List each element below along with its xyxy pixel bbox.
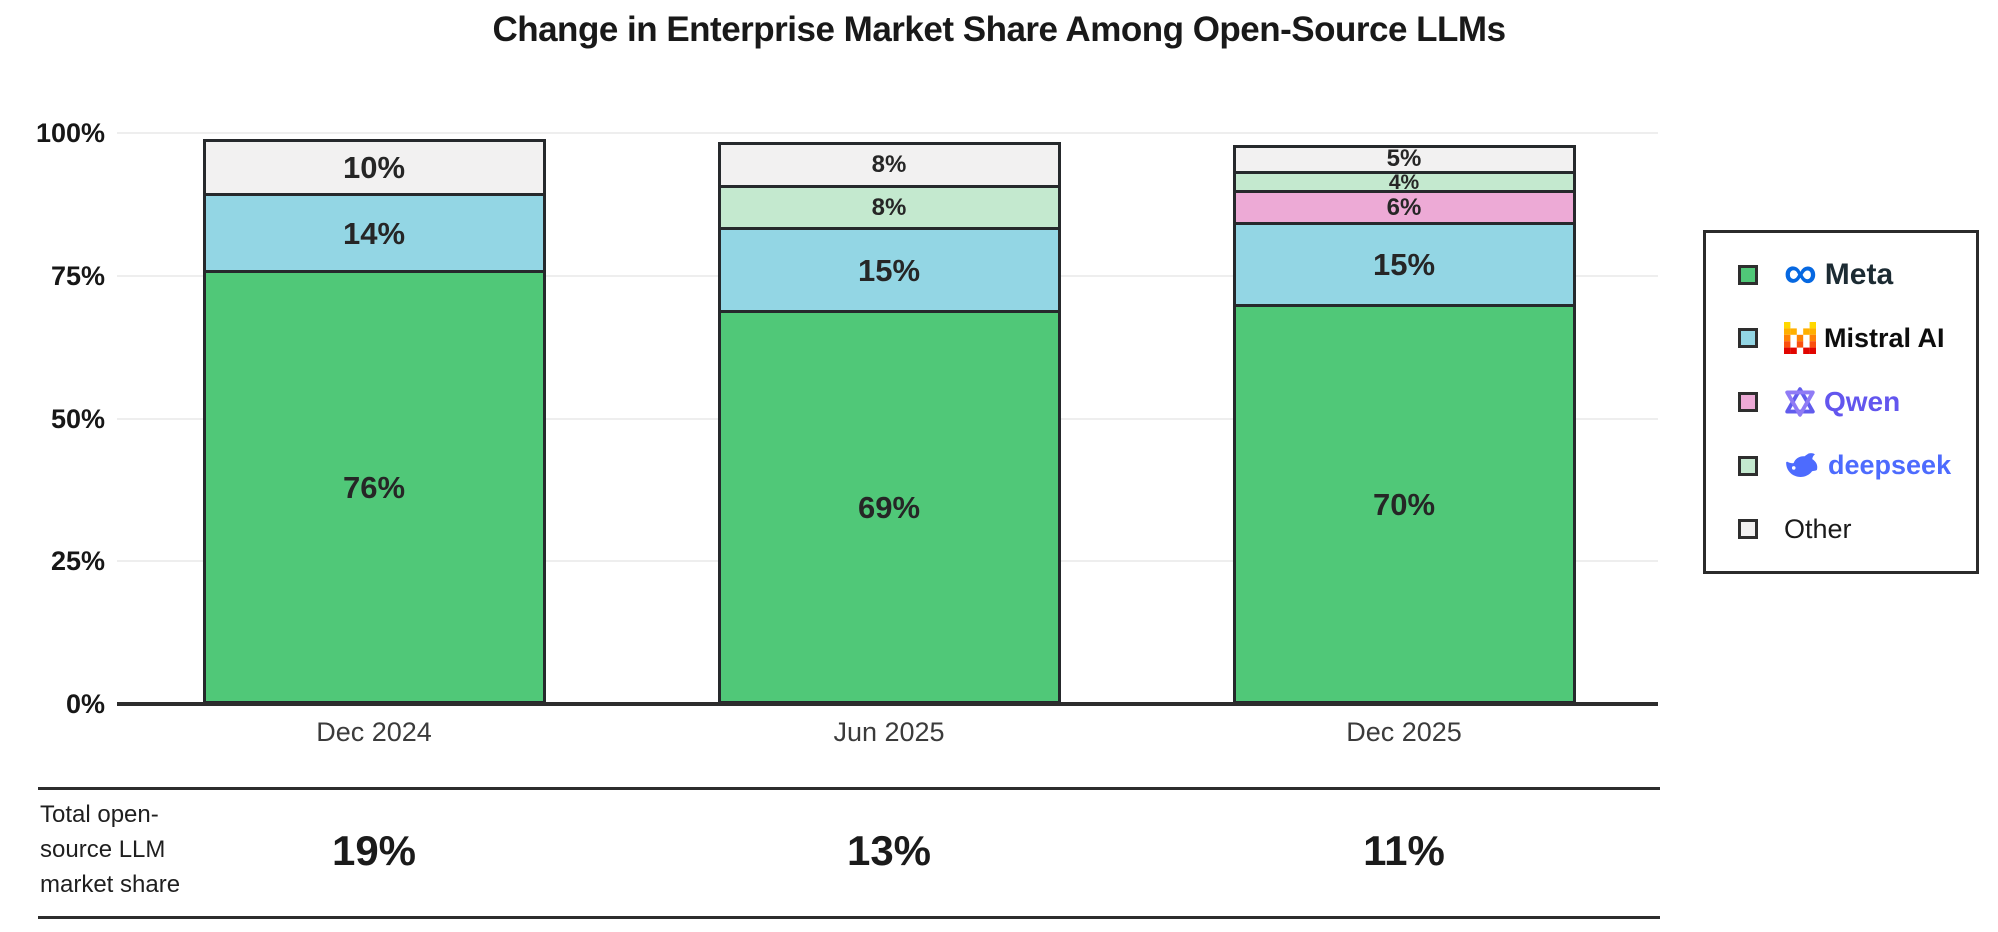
legend-swatch-other — [1738, 519, 1758, 540]
segment-meta-jun-2025: 69% — [717, 310, 1061, 704]
segment-meta-dec-2025: 70% — [1232, 304, 1576, 704]
legend-item-deepseek: deepseek — [1738, 434, 1976, 498]
segment-other-jun-2025: 8% — [717, 142, 1061, 188]
total-value-dec-2025: 11% — [1363, 827, 1445, 874]
y-tick-label-75: 75% — [50, 260, 105, 291]
x-axis-line — [117, 702, 1658, 706]
segment-meta-dec-2024: 76% — [202, 270, 546, 704]
legend-swatch-deepseek — [1738, 455, 1758, 476]
totals-divider-bottom — [38, 916, 1660, 919]
segment-other-dec-2025: 5% — [1232, 145, 1576, 174]
deepseek-whale-icon — [1784, 452, 1820, 480]
legend-label-qwen: Qwen — [1824, 386, 1901, 417]
bar-dec-2025: 5% 4% 6% 15% 70% — [1232, 145, 1576, 704]
y-tick-label-0: 0% — [65, 689, 105, 719]
qwen-knot-icon — [1784, 386, 1816, 418]
meta-infinity-icon: ∞ — [1784, 245, 1817, 298]
legend-item-mistral-ai: Mistral AI — [1738, 307, 1976, 371]
totals-row-label: Total open- source LLM market share — [40, 797, 180, 902]
legend-label-deepseek: deepseek — [1828, 450, 1952, 481]
legend-item-other: Other — [1738, 497, 1976, 561]
total-value-dec-2024: 19% — [331, 827, 417, 874]
segment-mistral-ai-jun-2025: 15% — [717, 227, 1061, 314]
legend-item-qwen: Qwen — [1738, 370, 1976, 434]
segment-qwen-dec-2025: 6% — [1232, 190, 1576, 225]
segment-other-dec-2024: 10% — [202, 139, 546, 197]
legend-label-mistral-ai: Mistral AI — [1824, 322, 1945, 353]
totals-divider-top — [38, 787, 1660, 790]
legend-swatch-mistral-ai — [1738, 328, 1758, 349]
x-tick-label-dec-2025: Dec 2025 — [1346, 717, 1462, 747]
legend-item-meta: ∞ Meta — [1738, 243, 1976, 307]
total-value-jun-2025: 13% — [846, 827, 932, 874]
totals-label-line: market share — [40, 871, 181, 898]
legend-label-other: Other — [1784, 513, 1852, 544]
legend-box: ∞ Meta Mistral AI Qwen deepseek Other — [1703, 230, 1979, 574]
segment-mistral-ai-dec-2024: 14% — [202, 193, 546, 274]
y-tick-label-100: 100% — [35, 118, 105, 148]
y-tick-label-50: 50% — [50, 403, 105, 434]
bar-dec-2024: 10% 14% 76% — [202, 139, 546, 704]
x-tick-label-dec-2024: Dec 2024 — [316, 717, 432, 747]
totals-label-line: source LLM — [40, 836, 166, 863]
gridline-100 — [117, 132, 1658, 134]
mistral-m-icon — [1784, 322, 1816, 355]
segment-deepseek-jun-2025: 8% — [717, 184, 1061, 231]
plot-area: 10% 14% 76% 8% 8% 15% 69% 5% 4% 6% 15% 70% — [117, 132, 1658, 706]
chart-title: Change in Enterprise Market Share Among … — [492, 10, 1506, 49]
bar-jun-2025: 8% 8% 15% 69% — [717, 142, 1061, 704]
legend-label-meta: Meta — [1824, 257, 1894, 291]
legend-swatch-qwen — [1738, 392, 1758, 412]
legend-swatch-meta — [1738, 264, 1758, 285]
segment-mistral-ai-dec-2025: 15% — [1232, 221, 1576, 308]
totals-label-line: Total open- — [40, 801, 159, 828]
x-tick-label-jun-2025: Jun 2025 — [833, 717, 945, 747]
y-tick-label-25: 25% — [50, 546, 105, 577]
